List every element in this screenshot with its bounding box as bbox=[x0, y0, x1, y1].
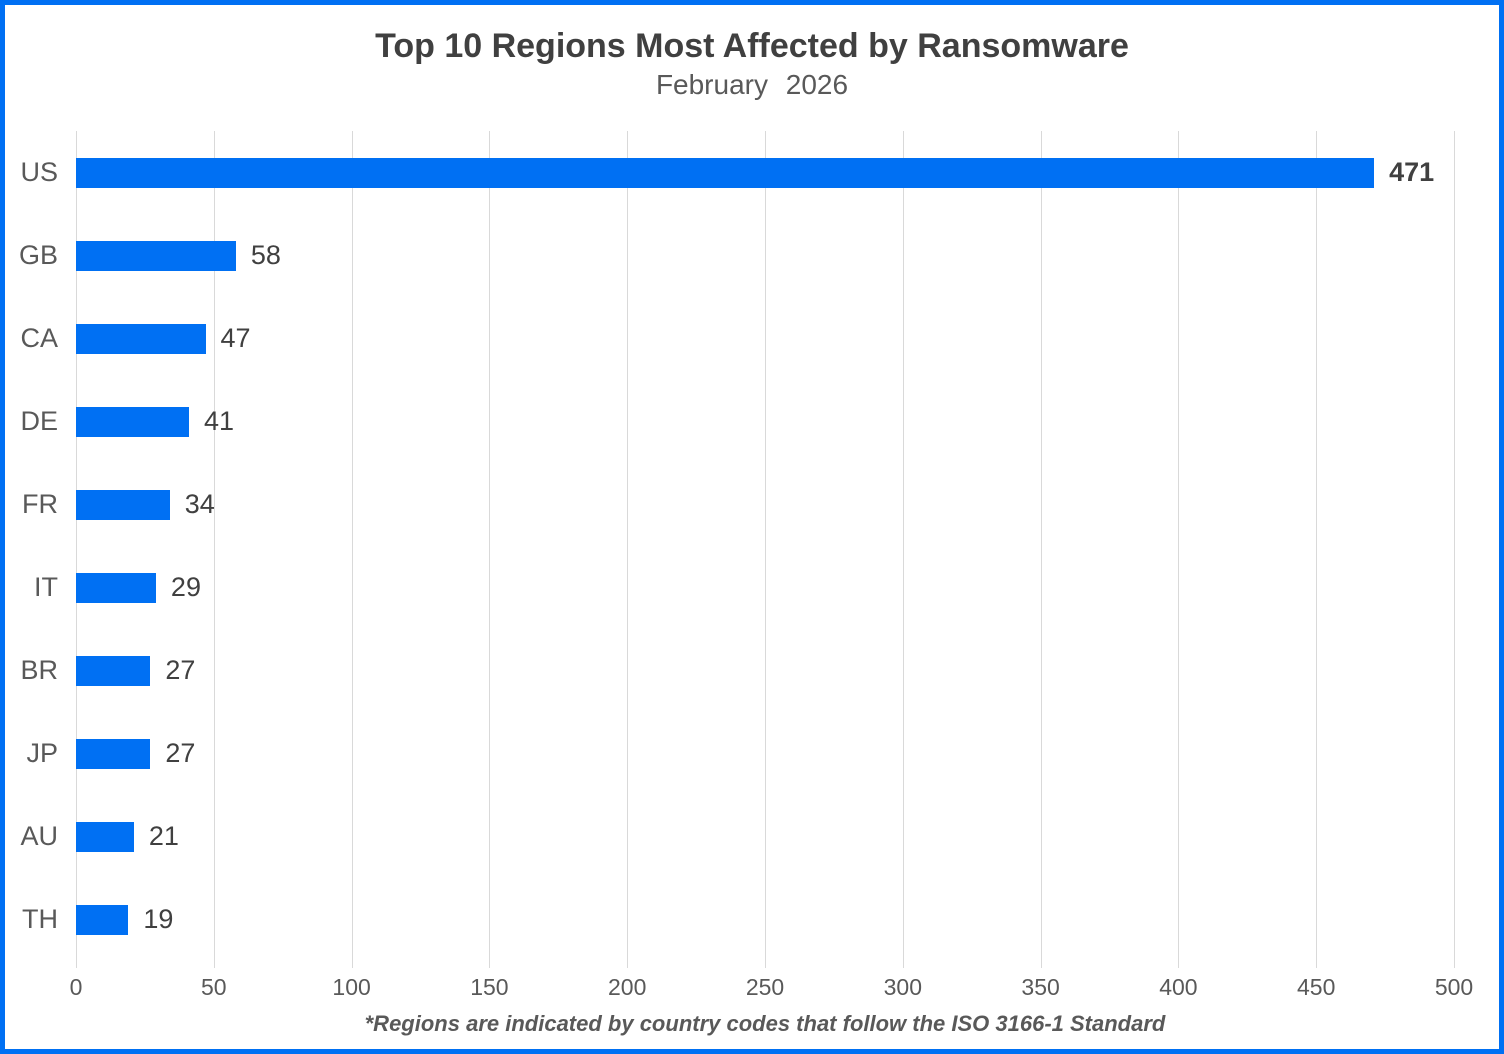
gridline bbox=[1178, 131, 1180, 968]
bar-th bbox=[76, 904, 129, 935]
chart-title: Top 10 Regions Most Affected by Ransomwa… bbox=[375, 27, 1129, 65]
category-label: FR bbox=[22, 489, 58, 519]
bar-value-label: 19 bbox=[143, 904, 174, 934]
chart-row: BR 27 bbox=[5, 629, 1454, 712]
bar-track: 471 bbox=[76, 131, 1454, 214]
x-tick-label: 50 bbox=[201, 974, 227, 1000]
bar-value-label: 47 bbox=[220, 323, 251, 353]
chart-row: GB 58 bbox=[5, 214, 1454, 297]
bar-gb bbox=[76, 240, 236, 271]
chart-subtitle: February 2026 bbox=[655, 69, 849, 100]
category-label: TH bbox=[22, 904, 58, 934]
chart-row: JP 27 bbox=[5, 712, 1454, 795]
gridline bbox=[902, 131, 904, 968]
x-tick-label: 150 bbox=[470, 974, 509, 1000]
x-tick-label: 0 bbox=[69, 974, 83, 1000]
category-label: IT bbox=[34, 572, 58, 602]
gridline bbox=[1316, 131, 1318, 968]
bar-us bbox=[76, 157, 1375, 188]
chart-row: FR 34 bbox=[5, 463, 1454, 546]
bar-value-label: 29 bbox=[170, 572, 201, 602]
chart-row: US 471 bbox=[5, 131, 1454, 214]
category-label: AU bbox=[20, 821, 58, 851]
gridline bbox=[1454, 131, 1455, 968]
chart-row: CA 47 bbox=[5, 297, 1454, 380]
bar-jp bbox=[76, 738, 151, 769]
bar-br bbox=[76, 655, 151, 686]
bar-value-label: 34 bbox=[184, 489, 215, 519]
bar-value-label: 21 bbox=[148, 821, 179, 851]
gridline bbox=[765, 131, 766, 968]
category-label: GB bbox=[18, 240, 58, 270]
chart-row: IT 29 bbox=[5, 546, 1454, 629]
bar-track: 27 bbox=[76, 712, 1454, 795]
plot-area: US 471 GB 58 CA 47 DE 41 FR 34 IT 29 BR 27 JP 27 AU 21 TH 1… bbox=[5, 131, 1455, 968]
chart-row: AU 21 bbox=[5, 795, 1454, 878]
chart-row: TH 19 bbox=[5, 878, 1454, 961]
bar-track: 58 bbox=[76, 214, 1454, 297]
x-tick-label: 250 bbox=[745, 974, 785, 1000]
gridline-layer bbox=[76, 131, 1455, 968]
bar-rows: US 471 GB 58 CA 47 DE 41 FR 34 IT 29 BR 27 JP 27 AU 21 TH 1… bbox=[5, 131, 1454, 961]
bar-value-label: 471 bbox=[1389, 157, 1435, 187]
gridline bbox=[76, 131, 77, 968]
gridline bbox=[213, 131, 215, 968]
category-label: BR bbox=[20, 655, 58, 685]
gridline bbox=[489, 131, 491, 968]
category-label: DE bbox=[20, 406, 58, 436]
gridline bbox=[1040, 131, 1042, 968]
x-tick-label: 300 bbox=[883, 974, 922, 1000]
gridline bbox=[627, 131, 629, 968]
x-tick-label: 200 bbox=[608, 974, 647, 1000]
gridline bbox=[351, 131, 353, 968]
x-tick-label: 450 bbox=[1297, 974, 1336, 1000]
category-label: US bbox=[20, 157, 58, 187]
bar-track: 21 bbox=[76, 795, 1454, 878]
bar-value-label: 27 bbox=[165, 655, 196, 685]
bar-track: 29 bbox=[76, 546, 1454, 629]
bar-au bbox=[76, 821, 134, 852]
bar-ca bbox=[76, 323, 206, 354]
bar-track: 34 bbox=[76, 463, 1454, 546]
x-tick-label: 500 bbox=[1434, 974, 1474, 1000]
x-tick-label: 400 bbox=[1159, 974, 1198, 1000]
x-tick-label: 350 bbox=[1021, 974, 1060, 1000]
category-label: JP bbox=[26, 738, 58, 768]
category-label: CA bbox=[20, 323, 58, 353]
bar-it bbox=[76, 572, 156, 603]
x-tick-label: 100 bbox=[332, 974, 371, 1000]
bar-de bbox=[76, 406, 189, 437]
bar-value-label: 58 bbox=[250, 240, 281, 270]
x-axis: 0 50 100 150 200 250 300 350 400 450 500 bbox=[70, 961, 1474, 1005]
bar-track: 19 bbox=[76, 878, 1454, 961]
bar-fr bbox=[76, 489, 170, 520]
chart-row: DE 41 bbox=[5, 380, 1454, 463]
chart-footnote: *Regions are indicated by country codes … bbox=[364, 1011, 1166, 1036]
bar-track: 27 bbox=[76, 629, 1454, 712]
bar-value-label: 27 bbox=[165, 738, 196, 768]
bar-value-label: 41 bbox=[203, 406, 235, 436]
bar-track: 41 bbox=[76, 380, 1454, 463]
bar-track: 47 bbox=[76, 297, 1454, 380]
